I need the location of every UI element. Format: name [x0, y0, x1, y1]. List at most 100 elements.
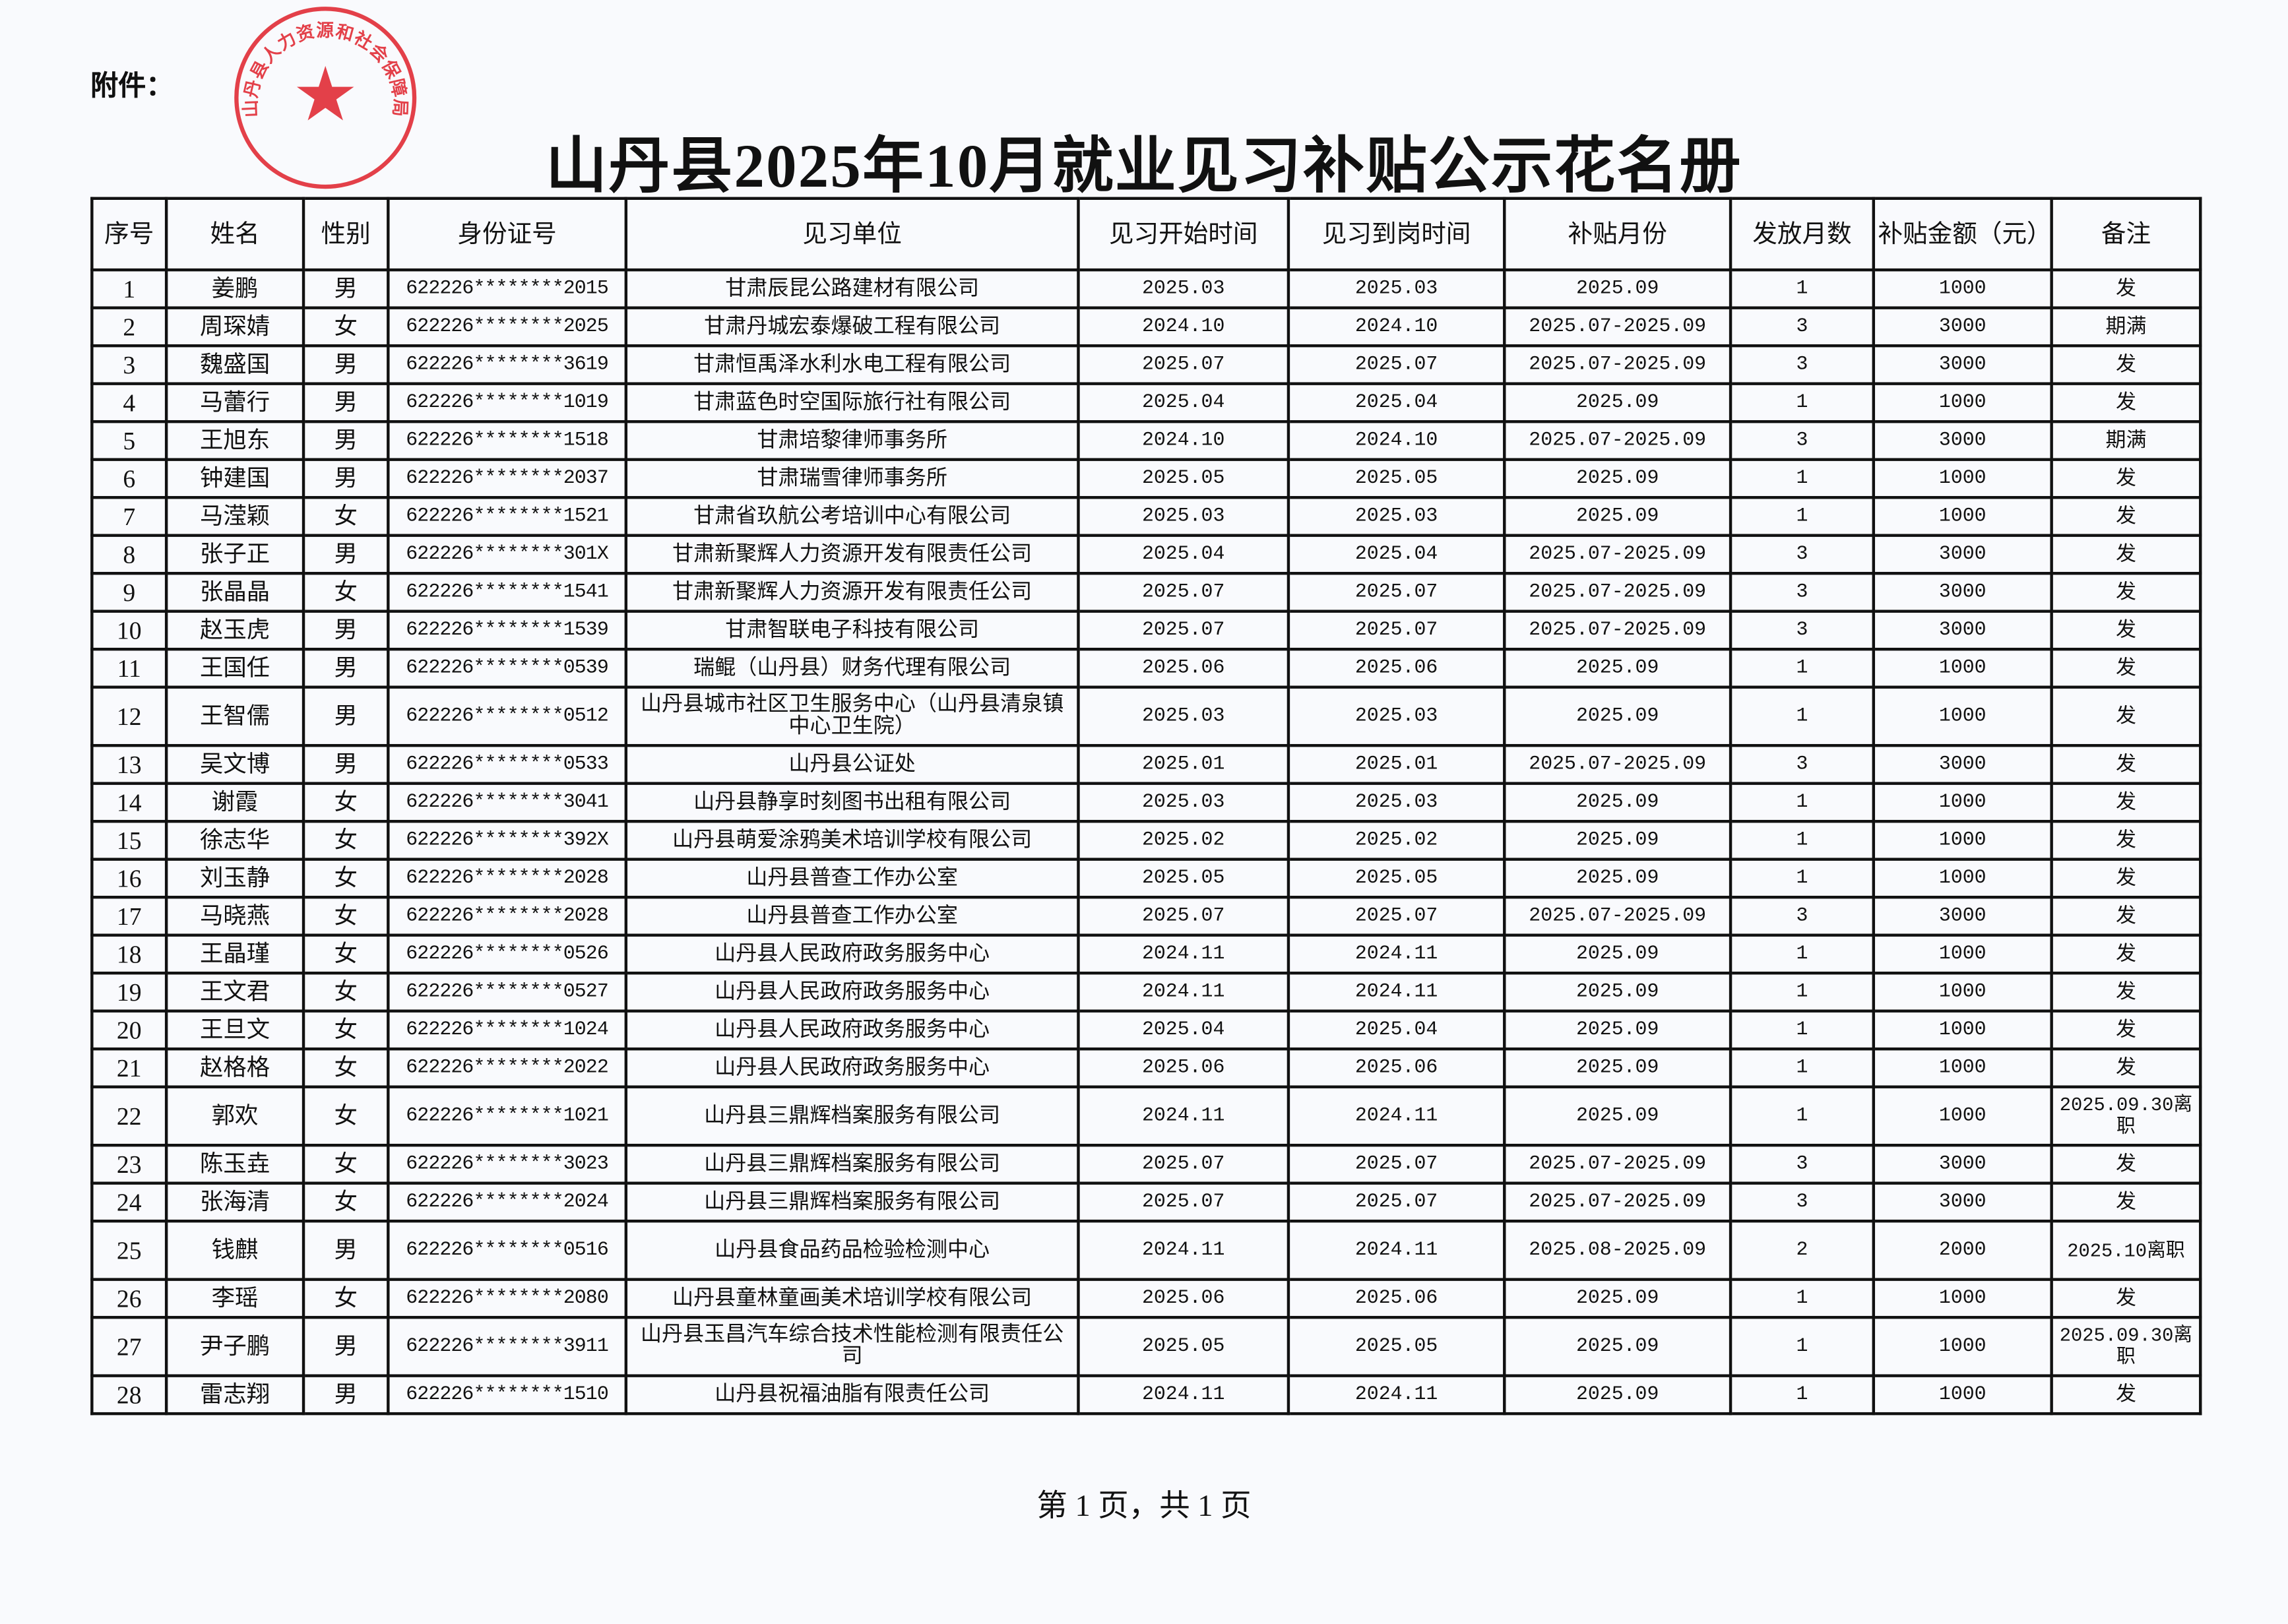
- cell-onboard-date: 2025.07: [1287, 1143, 1506, 1185]
- cell-amount: 1000: [1872, 382, 2053, 423]
- cell-onboard-date: 2025.07: [1287, 344, 1506, 385]
- cell-id-number: 622226********2037: [387, 458, 628, 499]
- cell-subsidy-months: 2025.09: [1503, 933, 1732, 975]
- cell-amount: 1000: [1872, 685, 2053, 747]
- cell-internship-unit: 甘肃恒禹泽水利水电工程有限公司: [624, 344, 1080, 385]
- table-row: 7 马滢颖女 622226********1521 甘肃省玖航公考培训中心有限公司 20…: [90, 495, 2202, 537]
- cell-index: 11: [90, 647, 168, 689]
- cell-gender: 男: [302, 1374, 390, 1416]
- cell-id-number: 622226********1019: [387, 382, 628, 423]
- cell-index: 14: [90, 782, 168, 823]
- table-row: 5 王旭东男 622226********1518 甘肃培黎律师事务所 2024.10 2…: [90, 420, 2202, 461]
- cell-internship-unit: 山丹县三鼎辉档案服务有限公司: [624, 1085, 1080, 1147]
- cell-name: 张海清: [164, 1181, 305, 1223]
- cell-internship-unit: 山丹县人民政府政务服务中心: [624, 1047, 1080, 1088]
- cell-onboard-date: 2024.10: [1287, 306, 1506, 348]
- table-row: 6 钟建国男 622226********2037 甘肃瑞雪律师事务所 2025.05 2…: [90, 458, 2202, 499]
- table-row: 14 谢霞女 622226********3041 山丹县静享时刻图书出租有限公司 20…: [90, 782, 2202, 823]
- table-row: 28 雷志翔男 622226********1510 山丹县祝福油脂有限责任公司 202…: [90, 1374, 2202, 1416]
- cell-gender: 女: [302, 782, 390, 823]
- cell-gender: 男: [302, 268, 390, 309]
- cell-id-number: 622226********2028: [387, 895, 628, 937]
- cell-id-number: 622226********2028: [387, 858, 628, 899]
- cell-onboard-date: 2024.11: [1287, 1374, 1506, 1416]
- cell-start-date: 2025.05: [1077, 458, 1290, 499]
- cell-subsidy-months: 2025.09: [1503, 495, 1732, 537]
- cell-months-paid: 1: [1729, 268, 1876, 309]
- cell-index: 12: [90, 685, 168, 747]
- cell-gender: 女: [302, 1143, 390, 1185]
- cell-start-date: 2024.11: [1077, 933, 1290, 975]
- cell-remark: 发: [2050, 1143, 2202, 1185]
- cell-index: 24: [90, 1181, 168, 1223]
- cell-onboard-date: 2025.03: [1287, 268, 1506, 309]
- cell-remark: 发: [2050, 647, 2202, 689]
- cell-internship-unit: 甘肃辰昆公路建材有限公司: [624, 268, 1080, 309]
- header-id-number: 身份证号: [387, 197, 628, 272]
- cell-onboard-date: 2025.06: [1287, 1047, 1506, 1088]
- cell-remark: 发: [2050, 268, 2202, 309]
- header-index: 序号: [90, 197, 168, 272]
- cell-internship-unit: 甘肃瑞雪律师事务所: [624, 458, 1080, 499]
- cell-start-date: 2025.06: [1077, 1047, 1290, 1088]
- cell-gender: 女: [302, 1181, 390, 1223]
- table-row: 12 王智儒男 622226********0512 山丹县城市社区卫生服务中心（山丹…: [90, 685, 2202, 747]
- table-row: 13 吴文博男 622226********0533 山丹县公证处 2025.01 202…: [90, 743, 2202, 785]
- cell-start-date: 2025.05: [1077, 1315, 1290, 1377]
- cell-subsidy-months: 2025.09: [1503, 1374, 1732, 1416]
- cell-months-paid: 1: [1729, 858, 1876, 899]
- cell-internship-unit: 山丹县童林童画美术培训学校有限公司: [624, 1278, 1080, 1319]
- cell-gender: 男: [302, 647, 390, 689]
- cell-gender: 女: [302, 571, 390, 613]
- cell-remark: 发: [2050, 819, 2202, 861]
- cell-amount: 1000: [1872, 1085, 2053, 1147]
- cell-onboard-date: 2025.04: [1287, 534, 1506, 575]
- cell-months-paid: 1: [1729, 1085, 1876, 1147]
- cell-remark: 发: [2050, 344, 2202, 385]
- cell-gender: 男: [302, 420, 390, 461]
- cell-subsidy-months: 2025.09: [1503, 458, 1732, 499]
- cell-subsidy-months: 2025.07-2025.09: [1503, 1143, 1732, 1185]
- cell-id-number: 622226********0533: [387, 743, 628, 785]
- cell-index: 7: [90, 495, 168, 537]
- cell-amount: 1000: [1872, 1047, 2053, 1088]
- cell-subsidy-months: 2025.09: [1503, 819, 1732, 861]
- cell-internship-unit: 甘肃省玖航公考培训中心有限公司: [624, 495, 1080, 537]
- cell-onboard-date: 2025.07: [1287, 895, 1506, 937]
- cell-onboard-date: 2024.11: [1287, 933, 1506, 975]
- cell-onboard-date: 2025.06: [1287, 647, 1506, 689]
- header-months-paid: 发放月数: [1729, 197, 1876, 272]
- svg-text:山丹县人力资源和社会保障局: 山丹县人力资源和社会保障局: [240, 20, 410, 118]
- cell-onboard-date: 2025.05: [1287, 1315, 1506, 1377]
- header-remark: 备注: [2050, 197, 2202, 272]
- cell-internship-unit: 山丹县人民政府政务服务中心: [624, 971, 1080, 1013]
- table-row: 21 赵格格女 622226********2022 山丹县人民政府政务服务中心 202…: [90, 1047, 2202, 1088]
- cell-name: 谢霞: [164, 782, 305, 823]
- cell-start-date: 2025.04: [1077, 382, 1290, 423]
- cell-amount: 3000: [1872, 743, 2053, 785]
- cell-id-number: 622226********1024: [387, 1009, 628, 1051]
- cell-amount: 1000: [1872, 782, 2053, 823]
- cell-name: 吴文博: [164, 743, 305, 785]
- cell-remark: 2025.10离职: [2050, 1219, 2202, 1281]
- table-row: 26 李瑶女 622226********2080 山丹县童林童画美术培训学校有限公司…: [90, 1278, 2202, 1319]
- cell-subsidy-months: 2025.09: [1503, 1278, 1732, 1319]
- table-row: 19 王文君女 622226********0527 山丹县人民政府政务服务中心 202…: [90, 971, 2202, 1013]
- cell-id-number: 622226********3041: [387, 782, 628, 823]
- roster-table: 序号 姓名 性别 身份证号 见习单位 见习开始时间 见习到岗时间 补贴月份 发放月数 补贴金额（元…: [90, 197, 2202, 1416]
- cell-name: 王智儒: [164, 685, 305, 747]
- cell-onboard-date: 2025.06: [1287, 1278, 1506, 1319]
- cell-subsidy-months: 2025.07-2025.09: [1503, 571, 1732, 613]
- cell-months-paid: 3: [1729, 743, 1876, 785]
- cell-amount: 1000: [1872, 268, 2053, 309]
- page-footer: 第 1 页，共 1 页: [1036, 1487, 1252, 1524]
- header-start-date: 见习开始时间: [1077, 197, 1290, 272]
- cell-id-number: 622226********1021: [387, 1085, 628, 1147]
- cell-id-number: 622226********1541: [387, 571, 628, 613]
- attachment-label: 附件：: [90, 70, 174, 102]
- cell-gender: 男: [302, 344, 390, 385]
- cell-start-date: 2025.02: [1077, 819, 1290, 861]
- cell-remark: 发: [2050, 534, 2202, 575]
- cell-subsidy-months: 2025.09: [1503, 1009, 1732, 1051]
- cell-start-date: 2025.04: [1077, 1009, 1290, 1051]
